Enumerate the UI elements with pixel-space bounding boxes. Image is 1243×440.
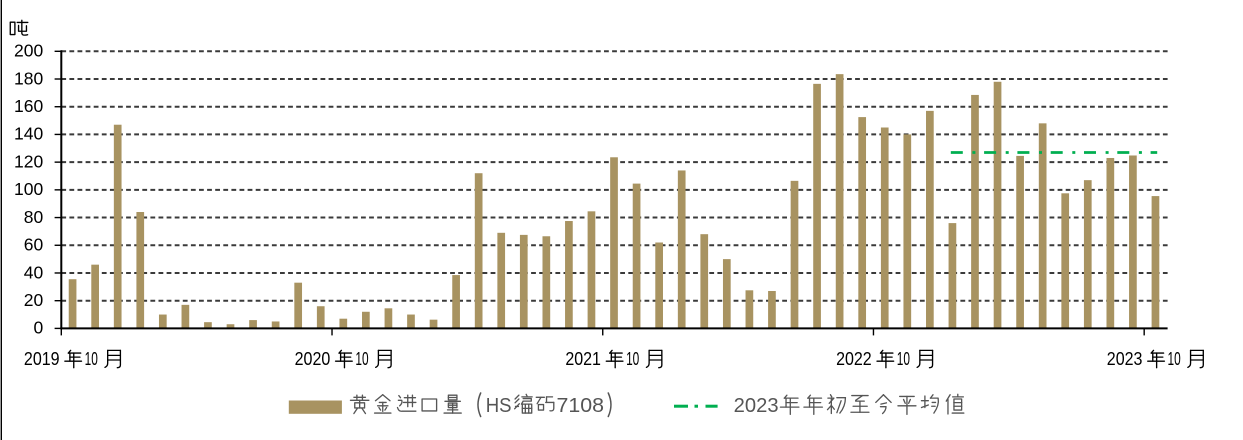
svg-text:7108: 7108 bbox=[557, 395, 605, 417]
svg-text:10: 10 bbox=[85, 348, 98, 369]
svg-text:2019: 2019 bbox=[24, 348, 60, 369]
svg-text:40: 40 bbox=[24, 262, 44, 282]
svg-text:2023: 2023 bbox=[734, 395, 779, 417]
svg-text:2022: 2022 bbox=[836, 348, 872, 369]
svg-text:2021: 2021 bbox=[565, 348, 601, 369]
svg-text:2020: 2020 bbox=[295, 348, 331, 369]
svg-text:160: 160 bbox=[14, 96, 43, 116]
svg-text:140: 140 bbox=[14, 124, 43, 144]
svg-text:10: 10 bbox=[897, 348, 910, 369]
svg-text:60: 60 bbox=[24, 235, 44, 255]
svg-text:20: 20 bbox=[24, 290, 44, 310]
svg-text:100: 100 bbox=[14, 179, 43, 199]
svg-text:HS: HS bbox=[486, 395, 512, 417]
svg-text:180: 180 bbox=[14, 68, 43, 88]
svg-text:10: 10 bbox=[626, 348, 639, 369]
svg-text:10: 10 bbox=[355, 348, 368, 369]
svg-text:200: 200 bbox=[14, 41, 43, 61]
svg-text:120: 120 bbox=[14, 151, 43, 171]
svg-text:10: 10 bbox=[1168, 348, 1181, 369]
svg-text:80: 80 bbox=[24, 207, 44, 227]
svg-text:2023: 2023 bbox=[1107, 348, 1143, 369]
svg-text:0: 0 bbox=[33, 318, 43, 338]
